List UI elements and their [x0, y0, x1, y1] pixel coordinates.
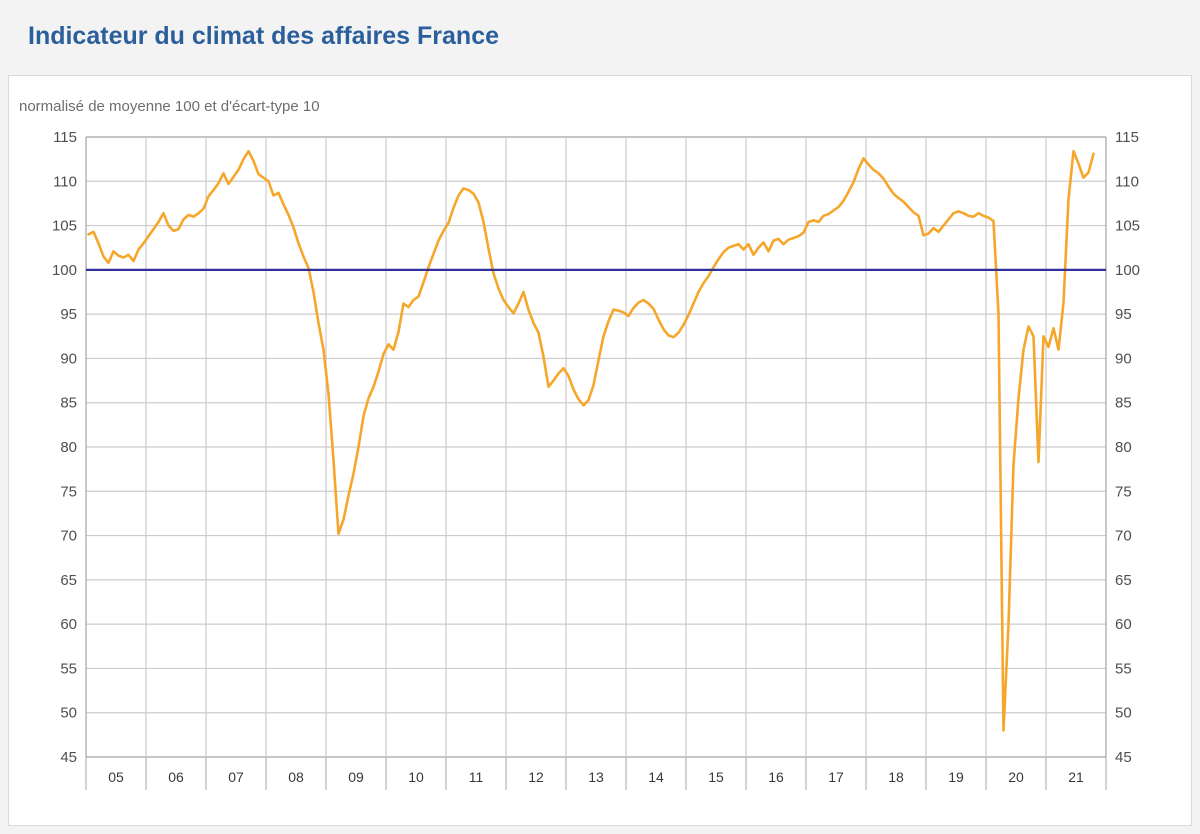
x-tick-label: 09: [348, 769, 364, 785]
x-axis-labels: 05 06 07 08 09 10 11 12 13 14 15 16 17 18 19 20 21: [108, 769, 1084, 785]
y-tick-label-right: 70: [1115, 528, 1132, 545]
x-tick-label: 13: [588, 769, 604, 785]
y-tick-label-left: 90: [60, 350, 77, 367]
x-tick-label: 10: [408, 769, 424, 785]
y-tick-label-right: 105: [1115, 218, 1140, 235]
y-tick-label-right: 90: [1115, 350, 1132, 367]
y-tick-label-left: 115: [53, 129, 77, 146]
y-tick-label-left: 70: [60, 528, 77, 545]
business-climate-chart: 115 110 105 100 95 90 85 80 75 70 65 60 55 50 45 115 110…: [9, 76, 1191, 825]
x-tick-label: 17: [828, 769, 844, 785]
y-tick-label-left: 95: [60, 306, 77, 323]
chart-subtitle: normalisé de moyenne 100 et d'écart-type…: [19, 98, 320, 115]
x-tick-label: 16: [768, 769, 784, 785]
y-tick-label-right: 85: [1115, 395, 1132, 412]
x-tick-label: 11: [469, 769, 484, 785]
y-tick-label-right: 115: [1115, 129, 1139, 146]
y-tick-label-right: 75: [1115, 483, 1132, 500]
x-tick-label: 21: [1068, 769, 1084, 785]
y-tick-label-left: 55: [60, 660, 77, 677]
y-tick-label-right: 50: [1115, 705, 1132, 722]
x-tick-label: 19: [948, 769, 964, 785]
page-title: Indicateur du climat des affaires France: [28, 22, 499, 50]
y-tick-label-left: 110: [53, 173, 77, 190]
x-axis-ticks: [85, 757, 1107, 790]
x-tick-label: 18: [888, 769, 904, 785]
y-tick-label-left: 105: [52, 218, 77, 235]
y-axis-labels-right: 115 110 105 100 95 90 85 80 75 70 65 60 55 50 45: [1115, 129, 1140, 766]
x-tick-label: 14: [648, 769, 664, 785]
chart-panel: normalisé de moyenne 100 et d'écart-type…: [8, 75, 1192, 826]
x-tick-label: 20: [1008, 769, 1024, 785]
y-tick-label-left: 50: [60, 705, 77, 722]
y-axis-labels-left: 115 110 105 100 95 90 85 80 75 70 65 60 55 50 45: [52, 129, 77, 766]
y-tick-label-left: 85: [60, 395, 77, 412]
y-tick-label-left: 100: [52, 262, 77, 279]
y-tick-label-right: 65: [1115, 572, 1132, 589]
y-tick-label-right: 55: [1115, 660, 1132, 677]
y-tick-label-right: 95: [1115, 306, 1132, 323]
y-tick-label-left: 75: [60, 483, 77, 500]
y-tick-label-left: 45: [60, 749, 77, 766]
chart-svg: 1151101051009590858075706560555045115110…: [52, 129, 1140, 790]
y-tick-label-left: 65: [60, 572, 77, 589]
y-tick-label-right: 60: [1115, 616, 1132, 633]
x-tick-label: 07: [228, 769, 244, 785]
y-tick-label-right: 110: [1115, 173, 1139, 190]
y-tick-label-left: 60: [60, 616, 77, 633]
y-tick-label-right: 45: [1115, 749, 1132, 766]
x-tick-label: 08: [288, 769, 304, 785]
y-tick-label-left: 80: [60, 439, 77, 456]
y-gridlines: [86, 136, 1106, 758]
x-tick-label: 06: [168, 769, 184, 785]
y-tick-label-right: 100: [1115, 262, 1140, 279]
y-tick-label-right: 80: [1115, 439, 1132, 456]
series: [87, 149, 1095, 732]
business-climate-line: [87, 149, 1095, 732]
x-tick-label: 12: [528, 769, 544, 785]
x-gridlines: [85, 137, 1107, 757]
x-tick-label: 15: [708, 769, 724, 785]
x-tick-label: 05: [108, 769, 124, 785]
